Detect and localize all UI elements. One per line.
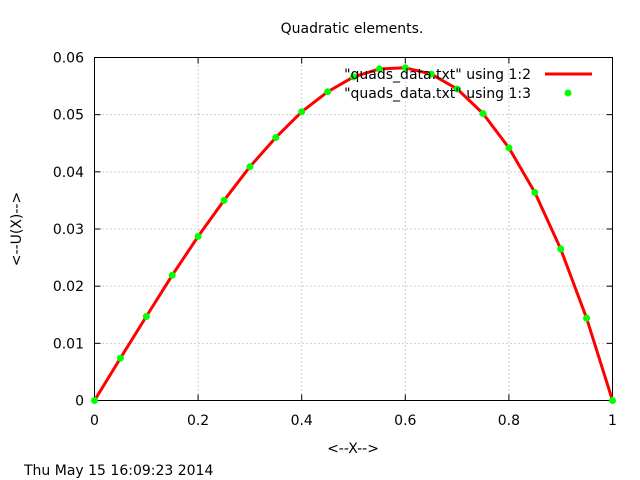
series-2-point: [116, 354, 124, 362]
series-2-point: [246, 163, 254, 171]
y-tick-label: 0.02: [53, 279, 84, 295]
y-axis-label: <--U(X)-->: [9, 192, 25, 266]
legend-swatch-series-2: [564, 89, 572, 97]
chart-title: Quadratic elements.: [281, 21, 424, 37]
legend: "quads_data.txt" using 1:2 "quads_data.t…: [344, 67, 592, 102]
series-2-point: [479, 110, 487, 118]
series-2-point: [324, 88, 332, 96]
x-tick-label: 0.6: [394, 413, 416, 429]
y-tick-label: 0.01: [53, 336, 84, 352]
timestamp: Thu May 15 16:09:23 2014: [23, 463, 213, 479]
x-tick-label: 0: [90, 413, 99, 429]
series-2-point: [609, 397, 616, 404]
series-2-point: [505, 144, 513, 152]
grid: [94, 57, 613, 401]
series-2-point: [375, 65, 383, 73]
series-2-point: [401, 64, 409, 72]
plot-frame: [94, 57, 613, 401]
x-tick-label: 0.8: [498, 413, 520, 429]
x-tick-label: 1: [608, 413, 617, 429]
series-2-point: [583, 314, 591, 322]
tick-labels: 0 0.2 0.4 0.6 0.8 1 0 0.01 0.02 0.03 0.04 0.05 0.06: [53, 51, 617, 430]
y-tick-label: 0.04: [53, 165, 84, 181]
series-2-point: [531, 188, 539, 196]
series-2-point: [557, 245, 565, 253]
y-tick-label: 0.03: [53, 222, 84, 238]
series-2-point: [298, 108, 306, 116]
series-2-point: [350, 73, 357, 81]
series-2-point: [142, 312, 150, 320]
x-tick-label: 0.4: [291, 413, 313, 429]
series-2-point: [272, 134, 280, 142]
series-1-line: [93, 66, 614, 402]
series-2-point: [168, 271, 176, 279]
series-2-point: [453, 85, 461, 93]
series-2-point: [194, 232, 202, 240]
legend-label-series-2: "quads_data.txt" using 1:3: [344, 86, 531, 102]
x-axis-label: <--X-->: [327, 441, 379, 457]
series-2-point: [220, 196, 228, 204]
y-tick-label: 0.06: [53, 51, 84, 67]
series-2-point: [427, 70, 435, 78]
series-layer: [91, 64, 616, 404]
legend-label-series-1: "quads_data.txt" using 1:2: [344, 67, 531, 83]
y-tick-label: 0: [75, 394, 84, 410]
x-tick-label: 0.2: [187, 413, 209, 429]
series-2-point: [91, 397, 98, 404]
y-tick-label: 0.05: [53, 108, 84, 124]
